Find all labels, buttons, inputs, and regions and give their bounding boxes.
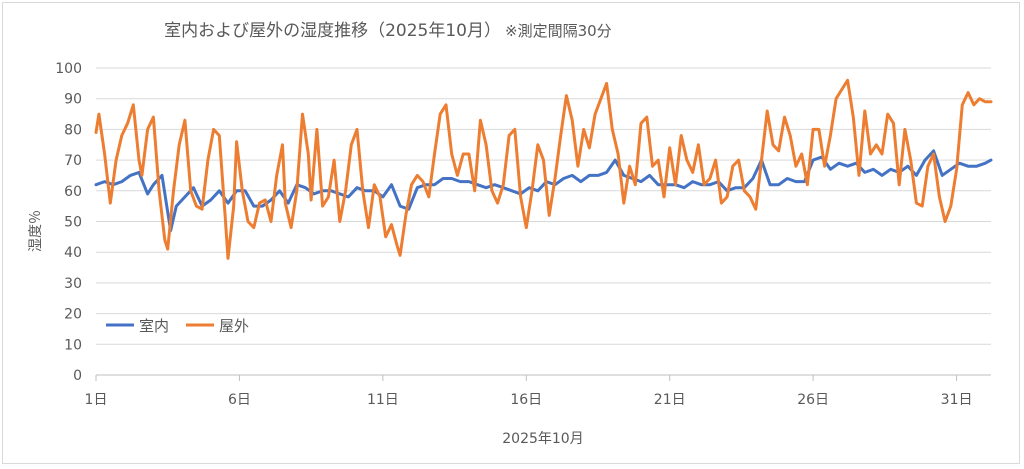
y-tick-label: 0 [73, 368, 82, 384]
y-axis-label: 湿度％ [28, 210, 44, 252]
y-tick-label: 70 [64, 153, 82, 169]
y-tick-label: 20 [64, 307, 82, 323]
humidity-line-chart: 室内および屋外の湿度推移（2025年10月） ※測定間隔30分 0 10 20 30 4… [28, 21, 993, 447]
chart-frame: 室内および屋外の湿度推移（2025年10月） ※測定間隔30分 0 10 20 30 4… [2, 2, 1020, 464]
y-tick-label: 80 [64, 122, 82, 138]
x-tick-label: 31日 [941, 392, 973, 408]
y-tick-label: 50 [64, 215, 82, 231]
chart-title: 室内および屋外の湿度推移（2025年10月） [164, 21, 501, 41]
y-tick-label: 60 [64, 184, 82, 200]
x-axis: 1日 6日 11日 16日 21日 26日 31日 [85, 374, 991, 408]
chart-subtitle: ※測定間隔30分 [505, 22, 612, 40]
legend: 室内 屋外 [106, 317, 249, 335]
x-tick-label: 11日 [367, 392, 399, 408]
series-lines [94, 78, 993, 260]
y-tick-label: 90 [64, 92, 82, 108]
x-tick-label: 6日 [228, 392, 251, 408]
y-tick-label: 30 [64, 276, 82, 292]
x-tick-label: 26日 [797, 392, 829, 408]
x-axis-label: 2025年10月 [502, 431, 583, 447]
x-tick-label: 1日 [85, 392, 108, 408]
y-tick-label: 40 [64, 245, 82, 261]
legend-label: 室内 [139, 317, 169, 335]
x-tick-label: 21日 [654, 392, 686, 408]
y-tick-label: 10 [64, 337, 82, 353]
y-tick-label: 100 [55, 61, 82, 77]
series-line-1 [94, 78, 993, 260]
x-tick-label: 16日 [510, 392, 542, 408]
y-axis-ticks: 0 10 20 30 40 50 60 70 80 90 100 [55, 61, 82, 384]
legend-label: 屋外 [219, 317, 249, 335]
